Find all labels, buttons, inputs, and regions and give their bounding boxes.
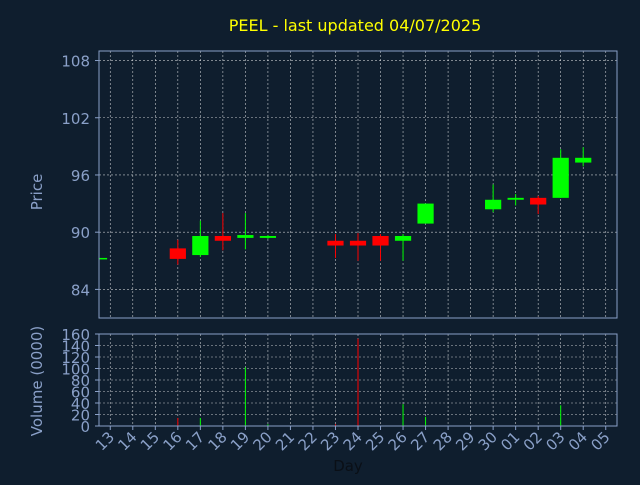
x-tick-label: 05 [587, 428, 613, 454]
volume-axis-label: Volume (0000) [28, 326, 46, 436]
price-panel-frame [98, 50, 618, 319]
candle-body [485, 199, 502, 210]
price-ytick-label: 84 [71, 281, 90, 299]
candle-body [327, 240, 344, 246]
candle-body [394, 235, 412, 241]
candle-body [349, 240, 367, 246]
candle-body [417, 203, 434, 224]
price-ytick-label: 108 [61, 53, 90, 71]
candle-body [169, 248, 186, 259]
candle-body [99, 257, 108, 260]
volume-ytick-label: 80 [71, 372, 90, 390]
candle-body [192, 235, 209, 256]
candle-body [372, 235, 389, 246]
chart-title: PEEL - last updated 04/07/2025 [229, 16, 482, 35]
x-axis-label: Day [333, 457, 363, 475]
candle-body [552, 157, 569, 198]
volume-ytick-label: 20 [71, 407, 90, 425]
candle-body [237, 235, 254, 238]
volume-ytick-label: 160 [61, 326, 90, 344]
candle-body [259, 235, 277, 238]
volume-ytick-label: 60 [71, 384, 90, 402]
volume-ytick-label: 100 [61, 361, 90, 379]
volume-ytick-label: 140 [61, 338, 90, 356]
volume-ytick-label: 40 [71, 395, 90, 413]
candle-body [507, 197, 524, 200]
candle-body [575, 157, 592, 163]
volume-ytick-label: 120 [61, 349, 90, 367]
price-ytick-label: 102 [61, 110, 90, 128]
candle-body [214, 235, 231, 241]
volume-ytick-label: 0 [80, 418, 90, 436]
price-ytick-label: 90 [71, 224, 90, 242]
price-axis-label: Price [28, 174, 46, 211]
candle-body [530, 197, 547, 205]
price-ytick-label: 96 [71, 167, 90, 185]
